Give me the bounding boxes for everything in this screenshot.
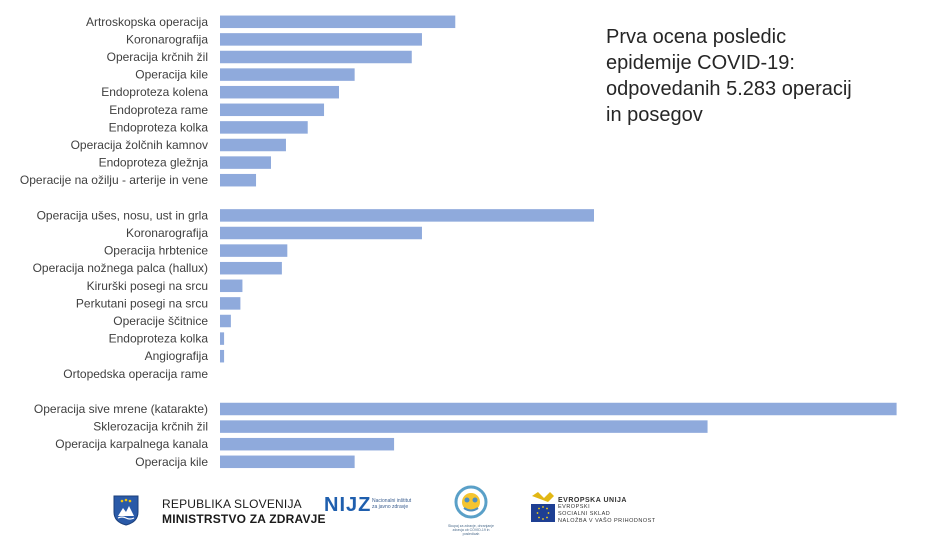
eu-line-1: EVROPSKA UNIJA (558, 497, 627, 504)
category-label: Koronarografija (126, 32, 208, 46)
category-label: Operacije ščitnice (113, 314, 208, 328)
category-label: Operacija sive mrene (katarakte) (34, 402, 208, 416)
eu-line-3: SOCIALNI SKLAD (558, 511, 611, 517)
bar (220, 402, 897, 416)
category-label: Artroskopska operacija (86, 15, 208, 29)
category-label: Operacija ušes, nosu, ust in grla (37, 208, 209, 222)
category-label: Operacija hrbtenice (104, 244, 208, 258)
category-label: Endoproteza kolka (109, 120, 209, 134)
bar (220, 121, 308, 134)
bar (220, 420, 708, 433)
eu-line-4: NALOŽBA V VAŠO PRIHODNOST (558, 518, 656, 524)
ministry-logo-text: REPUBLIKA SLOVENIJA MINISTRSTVO ZA ZDRAV… (162, 497, 326, 527)
nijz-sub-line-2: za javno zdravje (372, 504, 409, 510)
nijz-logo-mark: NIJZ (324, 494, 372, 516)
category-label: Sklerozacija krčnih žil (93, 420, 208, 434)
bar (220, 279, 243, 293)
nijz-sub-line-1: Nacionalni inštitut (372, 498, 412, 504)
bar (220, 50, 412, 64)
category-label: Operacija žolčnih kamnov (71, 138, 208, 152)
category-label: Endoproteza gležnja (99, 156, 209, 170)
category-label: Perkutani posegi na srcu (76, 296, 208, 310)
bar (220, 332, 225, 345)
category-label: Operacija kile (135, 68, 208, 82)
ministry-line-2: MINISTRSTVO ZA ZDRAVJE (162, 512, 326, 526)
bar (220, 138, 286, 152)
bar (220, 209, 594, 222)
nijz-logo: NIJZ Nacionalni inštitut za javno zdravj… (324, 494, 411, 517)
bar (220, 156, 271, 169)
eu-logo-text: EVROPSKA UNIJA EVROPSKI SOCIALNI SKLAD N… (558, 497, 656, 525)
bar-chart: Artroskopska operacija Koronarografija Ope… (20, 15, 897, 469)
nijz-logo-subtitle: Nacionalni inštitut za javno zdravje (372, 498, 432, 510)
bar (220, 349, 225, 363)
title-line-2: epidemije COVID-19: (606, 52, 795, 74)
category-label: Kirurški posegi na srcu (87, 279, 208, 293)
bar (220, 103, 325, 117)
category-label: Angiografija (145, 349, 209, 363)
covid-programme-logo-icon (454, 485, 488, 519)
category-label: Endoproteza rame (109, 103, 208, 117)
bar (220, 226, 422, 240)
category-label: Ortopedska operacija rame (63, 367, 208, 381)
category-label: Operacije na ožilju - arterije in vene (20, 173, 208, 187)
bar (220, 85, 339, 99)
footer-logos: REPUBLIKA SLOVENIJA MINISTRSTVO ZA ZDRAV… (0, 480, 940, 538)
eu-line-2: EVROPSKI (558, 504, 591, 510)
bar (220, 297, 241, 310)
eu-flag-icon (531, 492, 555, 522)
category-label: Endoproteza kolena (101, 85, 208, 99)
bar (220, 244, 288, 257)
title-line-1: Prva ocena posledic (606, 26, 787, 48)
title-line-4: in posegov (606, 104, 703, 126)
category-label: Endoproteza kolka (109, 332, 209, 346)
chart-title: Prva ocena posledic epidemije COVID-19: … (606, 24, 906, 128)
category-label: Operacija karpalnega kanala (55, 437, 208, 451)
bar (220, 173, 257, 187)
category-label: Operacija kile (135, 455, 208, 469)
bar (220, 314, 231, 328)
ministry-line-1: REPUBLIKA SLOVENIJA (162, 497, 302, 511)
bar (220, 261, 282, 275)
bar (220, 33, 422, 46)
category-label: Koronarografija (126, 226, 208, 240)
bar (220, 68, 355, 81)
slovenia-coat-of-arms-icon (113, 495, 139, 526)
category-label: Operacija nožnega palca (hallux) (33, 261, 208, 275)
bar (220, 437, 395, 451)
bar (220, 455, 355, 469)
covid-logo-caption: Skupaj za zdravje, ohranjanje zdravja ob… (448, 524, 494, 536)
category-label: Operacija krčnih žil (107, 50, 208, 64)
title-line-3: odpovedanih 5.283 operacij (606, 78, 852, 100)
bar (220, 15, 456, 29)
